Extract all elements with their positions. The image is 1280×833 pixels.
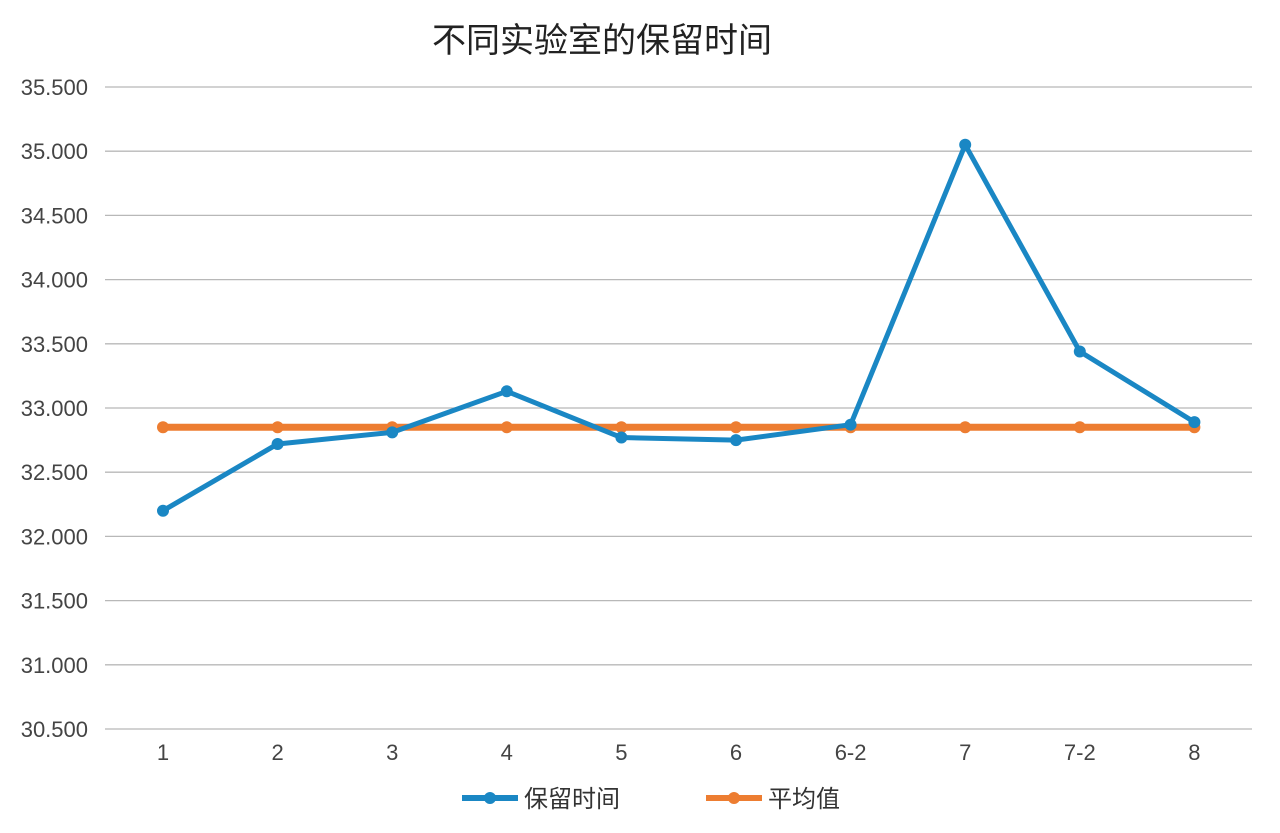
data-point [500, 385, 513, 398]
data-point [271, 421, 284, 434]
data-point [615, 431, 628, 444]
x-axis-tick-labels: 1 2 3 4 5 6 6-2 7 7-2 8 [157, 740, 1201, 765]
legend-label: 平均值 [768, 785, 840, 813]
series-line [160, 142, 1197, 514]
legend-item: 保留时间 [462, 785, 620, 813]
y-tick-label: 30.500 [21, 717, 88, 742]
data-point [730, 421, 742, 434]
y-tick-label: 34.500 [21, 203, 88, 228]
data-point [730, 434, 742, 447]
series-layer [157, 138, 1201, 517]
data-point [1188, 416, 1201, 429]
x-tick-label: 5 [615, 740, 627, 765]
data-point [959, 138, 972, 151]
data-point [1073, 345, 1086, 358]
series-retention-time [157, 138, 1201, 517]
data-point [157, 504, 169, 517]
y-tick-label: 32.000 [21, 524, 88, 549]
y-tick-label: 31.000 [21, 653, 88, 678]
x-tick-label: 1 [157, 740, 169, 765]
legend-marker [484, 792, 496, 804]
data-point [157, 421, 169, 434]
x-tick-label: 3 [386, 740, 398, 765]
y-tick-label: 34.000 [21, 268, 88, 293]
data-point [1073, 421, 1086, 434]
legend-item: 平均值 [706, 785, 840, 813]
y-tick-label: 33.500 [21, 332, 88, 357]
y-tick-label: 32.500 [21, 460, 88, 485]
data-point [615, 421, 628, 434]
y-tick-label: 33.000 [21, 396, 88, 421]
data-point [271, 437, 284, 450]
data-point [959, 421, 972, 434]
x-tick-label: 6-2 [835, 740, 867, 765]
x-tick-label: 8 [1188, 740, 1200, 765]
x-tick-label: 2 [271, 740, 283, 765]
y-axis-tick-labels: 30.500 31.000 31.500 32.000 32.500 33.000 33.5… [21, 75, 88, 742]
x-tick-label: 4 [501, 740, 513, 765]
y-tick-label: 35.000 [21, 139, 88, 164]
legend-marker [728, 792, 740, 804]
y-tick-label: 35.500 [21, 75, 88, 100]
data-point [500, 421, 513, 434]
x-tick-label: 7-2 [1064, 740, 1096, 765]
series-average [157, 421, 1201, 434]
data-point [844, 418, 857, 431]
legend: 保留时间 平均值 [462, 785, 840, 813]
x-tick-label: 7 [959, 740, 971, 765]
data-point [386, 426, 399, 439]
legend-label: 保留时间 [524, 785, 620, 813]
grid-layer [105, 86, 1252, 730]
y-tick-label: 31.500 [21, 589, 88, 614]
x-tick-label: 6 [730, 740, 742, 765]
chart-title: 不同实验室的保留时间 [432, 21, 772, 61]
